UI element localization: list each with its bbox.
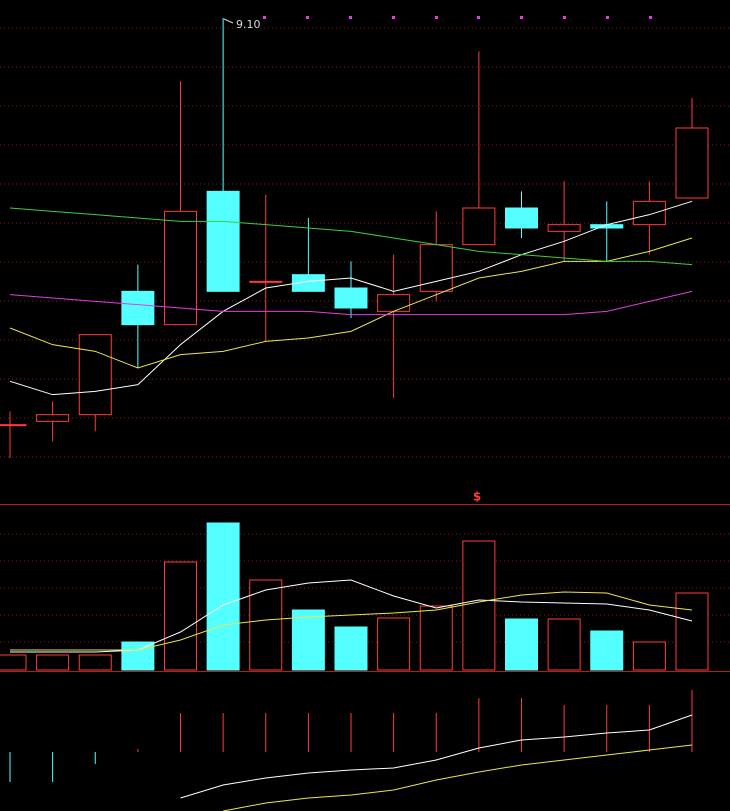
volume-bar xyxy=(675,592,709,671)
candle-body xyxy=(334,287,368,309)
high-pointer xyxy=(223,18,234,24)
high-label: 9.10 xyxy=(236,18,261,31)
candle-body xyxy=(675,127,709,199)
candle-body xyxy=(249,280,283,283)
ma-line xyxy=(223,744,693,811)
candle-body xyxy=(0,424,27,427)
volume-bar xyxy=(334,626,368,671)
candle-body xyxy=(206,190,240,292)
ma-line xyxy=(9,290,693,316)
volume-bar xyxy=(462,540,496,671)
top-dots xyxy=(263,16,652,19)
volume-bar xyxy=(249,579,283,671)
volume-bar xyxy=(206,522,240,671)
volume-bar xyxy=(164,561,197,671)
ma-line xyxy=(10,591,693,651)
ma-line xyxy=(9,237,693,369)
volume-bar xyxy=(419,605,453,671)
candle-body xyxy=(164,210,197,326)
ma-line xyxy=(180,714,693,799)
volume-bar xyxy=(632,641,666,671)
candle-body xyxy=(462,207,496,246)
volume-bar xyxy=(0,654,27,671)
volume-bar xyxy=(377,617,411,671)
candle-body xyxy=(377,294,411,312)
candle-body xyxy=(78,334,112,416)
volume-bar xyxy=(36,654,70,671)
candle-body xyxy=(291,274,325,292)
volume-bar xyxy=(78,654,112,671)
volume-bar xyxy=(547,618,581,671)
volume-bar xyxy=(590,630,624,671)
volume-bar xyxy=(121,641,155,671)
ma-line xyxy=(9,200,693,396)
ma-line xyxy=(9,207,693,266)
candle-body xyxy=(547,224,581,232)
candle-body xyxy=(505,207,538,229)
candle-body xyxy=(632,200,666,226)
candle-body xyxy=(121,290,155,326)
candle-body xyxy=(36,414,70,422)
volume-bar xyxy=(505,618,538,671)
ma-line xyxy=(10,579,693,653)
marker: $ xyxy=(473,490,481,504)
volume-bar xyxy=(291,609,325,671)
